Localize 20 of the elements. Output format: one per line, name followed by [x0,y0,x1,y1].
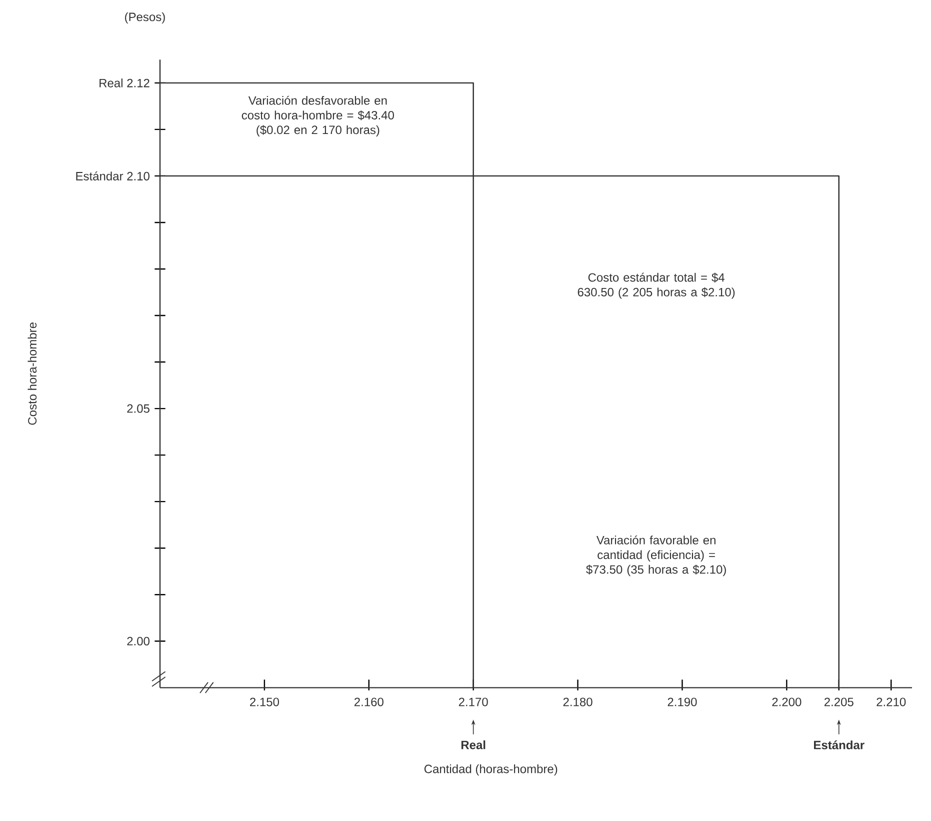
x-tick-label: 2.160 [354,698,384,706]
x-tick-label: 2.190 [668,698,697,706]
y-axis-title: Costo hora-hombre [28,322,37,425]
annotation: Variación favorable en cantidad (eficiencia) = $73.50 (35 horas a $2.10) [586,535,726,576]
annotation: Estándar [814,740,864,750]
x-tick-label: 2.180 [563,698,592,706]
text: (Pesos) [125,12,165,24]
y-tick-label: Estándar 2.10 [76,171,150,180]
annotation: Costo estándar total = $4 630.50 (2 205 horas a $2.10) [578,272,735,299]
x-tick-label: 2.200 [772,698,802,706]
x-tick-label: 2.150 [250,698,279,706]
y-tick-label: 2.05 [127,404,150,413]
y-tick-label: Real 2.12 [100,78,150,88]
annotation: Real [461,740,486,750]
annotation: Variación desfavorable en costo hora-hombre = $43.40 ($0.02 en 2 170 horas) [242,96,394,137]
x-tick-label: 2.170 [458,698,488,706]
y-tick-label: 2.00 [127,636,150,646]
x-axis-title: Cantidad (horas-hombre) [424,764,558,776]
x-tick-label: 2.210 [876,698,906,706]
x-tick-label: 2.205 [824,698,854,706]
